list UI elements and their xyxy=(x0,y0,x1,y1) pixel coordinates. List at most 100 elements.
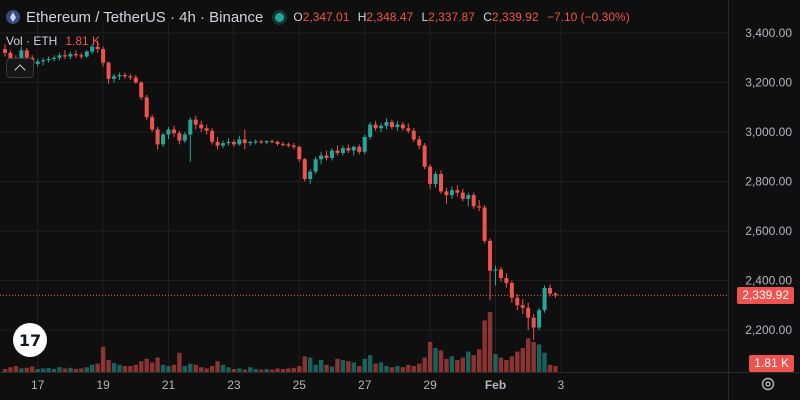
collapse-legend-button[interactable] xyxy=(6,58,34,78)
candle xyxy=(73,50,78,58)
candle xyxy=(275,140,280,146)
time-tick-label: Feb xyxy=(485,378,506,392)
close-label: C xyxy=(483,10,492,24)
volume-bar xyxy=(231,369,237,372)
volume-bar xyxy=(46,367,51,372)
volume-bar xyxy=(111,363,117,372)
volume-label[interactable]: Vol · ETH xyxy=(6,34,58,48)
candle xyxy=(297,145,302,162)
candle xyxy=(161,133,166,147)
candle xyxy=(204,124,209,135)
candle-body xyxy=(237,139,242,145)
candle-body xyxy=(302,159,307,180)
candle-body xyxy=(259,141,264,143)
volume-bar xyxy=(95,363,100,372)
candle-body xyxy=(204,128,209,131)
candle xyxy=(139,81,144,100)
candle-body xyxy=(166,129,171,135)
candle-body xyxy=(19,50,24,63)
candle-body xyxy=(471,195,476,207)
volume-bar xyxy=(367,355,373,372)
candle xyxy=(319,151,324,165)
candle-body xyxy=(362,136,367,152)
candle xyxy=(498,266,503,282)
volume-bar xyxy=(487,312,493,372)
candle xyxy=(417,135,422,150)
candle xyxy=(199,120,204,132)
time-tick-label: 27 xyxy=(358,378,372,392)
candle-body xyxy=(477,206,482,208)
volume-bar xyxy=(351,362,356,372)
candle-body xyxy=(188,119,193,135)
volume-bar xyxy=(384,366,389,372)
candle-body xyxy=(41,60,46,62)
volume-bar xyxy=(182,366,188,372)
candle xyxy=(182,132,187,144)
candle xyxy=(52,55,57,62)
candle xyxy=(444,187,449,204)
symbol-title[interactable]: Ethereum / TetherUS · 4h · Binance xyxy=(26,8,264,26)
candle-body xyxy=(346,148,351,151)
candle-body xyxy=(335,150,340,154)
volume-bar xyxy=(68,367,73,372)
volume-bar xyxy=(302,356,307,372)
volume-bar xyxy=(406,364,411,372)
settings-gear-icon[interactable] xyxy=(760,376,776,392)
candle-body xyxy=(128,76,133,78)
price-tick-label: 2,600.00 xyxy=(745,224,792,238)
volume-value: 1.81 K xyxy=(65,34,101,48)
price-tick-label: 3,200.00 xyxy=(745,76,792,90)
candle-body xyxy=(488,240,493,271)
volume-bar xyxy=(335,358,340,372)
volume-badge: 1.81 K xyxy=(749,355,794,372)
volume-bar xyxy=(476,349,482,372)
candle-body xyxy=(62,55,67,57)
candle-body xyxy=(280,143,285,145)
candle xyxy=(406,123,411,134)
candle xyxy=(537,307,542,330)
tradingview-logo-icon[interactable]: 17 xyxy=(13,323,47,357)
price-axis[interactable]: 3,400.00 3,200.00 3,000.00 2,800.00 2,600.00… xyxy=(745,26,792,337)
candle xyxy=(112,73,116,83)
price-tick-label: 2,800.00 xyxy=(745,175,792,189)
candle xyxy=(455,185,460,197)
candle-body xyxy=(422,145,427,167)
candle-body xyxy=(308,171,313,180)
candle-body xyxy=(493,269,498,271)
candle xyxy=(313,156,318,175)
time-axis[interactable]: 17 19 21 23 25 27 29 Feb 3 xyxy=(31,378,565,392)
candle xyxy=(395,120,400,131)
candle-body xyxy=(291,145,296,147)
open-value: 2,347.01 xyxy=(302,10,350,24)
candle-body xyxy=(515,297,520,306)
candle-body xyxy=(504,278,509,283)
candle xyxy=(286,142,291,148)
candle-body xyxy=(242,139,247,144)
candle xyxy=(177,130,182,145)
volume-bar xyxy=(422,357,427,372)
candle xyxy=(477,200,482,212)
candle-body xyxy=(106,62,111,79)
volume-bar xyxy=(128,366,133,372)
volume-bar xyxy=(509,356,515,372)
candle-body xyxy=(379,125,384,129)
candle xyxy=(526,302,531,330)
candle-body xyxy=(340,148,345,154)
candle-body xyxy=(79,55,84,57)
volume-bar xyxy=(455,360,460,372)
candle-body xyxy=(330,150,334,158)
candle xyxy=(428,164,433,189)
candle-body xyxy=(253,141,258,143)
candle-body xyxy=(439,174,443,192)
candle-body xyxy=(182,134,187,141)
candle xyxy=(411,128,416,142)
volume-bar xyxy=(264,369,269,372)
candle-body xyxy=(449,190,454,196)
time-tick-label: 17 xyxy=(31,378,45,392)
volume-bar xyxy=(362,358,367,372)
volume-bar xyxy=(13,366,19,372)
candle-body xyxy=(417,139,422,146)
candle xyxy=(439,170,443,194)
candle-body xyxy=(537,310,542,328)
